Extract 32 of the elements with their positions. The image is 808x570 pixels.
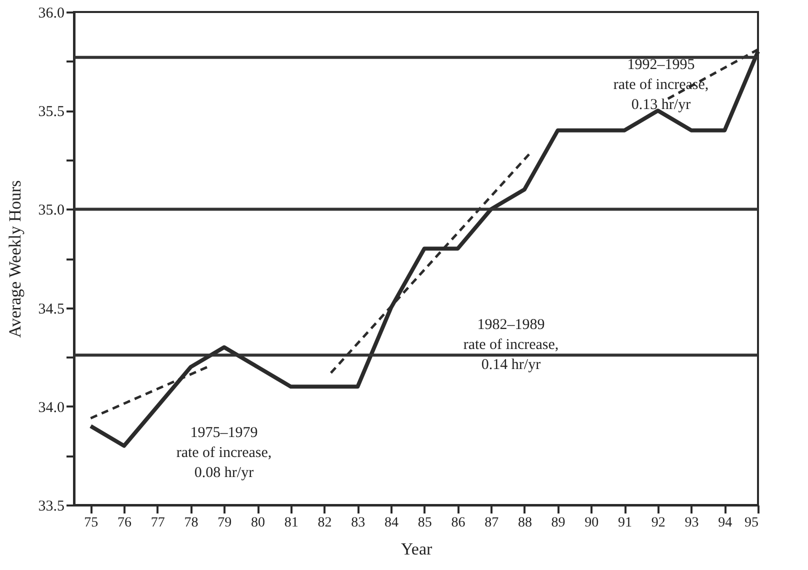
x-tick-label: 78 <box>184 516 198 530</box>
annotation: 1975–1979 rate of increase, 0.08 hr/yr <box>176 425 272 481</box>
annotation: 1982–1989 rate of increase, 0.14 hr/yr <box>463 317 559 373</box>
x-tick-label: 95 <box>744 516 758 530</box>
y-tick-label: 36.0 <box>38 6 64 22</box>
x-tick-label: 76 <box>118 516 132 530</box>
x-tick-label: 88 <box>518 516 532 530</box>
x-tick-label: 82 <box>318 516 332 530</box>
x-tick-label: 90 <box>584 516 599 530</box>
y-tick-label: 35.5 <box>38 104 64 120</box>
y-tick-label: 34.0 <box>38 400 64 416</box>
x-tick-label: 86 <box>451 516 466 530</box>
x-tick-label: 77 <box>150 516 165 530</box>
y-tick-label: 33.5 <box>38 498 64 514</box>
x-tick-label: 83 <box>351 516 366 530</box>
x-tick-label: 85 <box>418 516 432 530</box>
x-tick-label: 92 <box>651 516 666 530</box>
y-axis-title: Average Weekly Hours <box>5 180 24 338</box>
x-tick-label: 89 <box>551 516 566 530</box>
x-tick-label: 81 <box>284 516 298 530</box>
y-tick-label: 34.5 <box>38 301 64 318</box>
x-tick-label: 93 <box>684 516 699 530</box>
x-tick-label: 91 <box>618 516 632 530</box>
x-tick-label: 75 <box>84 516 98 530</box>
x-tick-label: 80 <box>251 516 266 530</box>
x-tick-label: 84 <box>384 516 398 530</box>
x-tick-label: 79 <box>218 516 232 530</box>
x-axis-title: Year <box>400 540 432 558</box>
x-tick-label: 94 <box>718 516 732 530</box>
x-tick-label: 87 <box>484 516 499 530</box>
y-tick-label: 35.0 <box>38 202 64 219</box>
annotation: 1992–1995 rate of increase, 0.13 hr/yr <box>613 57 709 113</box>
